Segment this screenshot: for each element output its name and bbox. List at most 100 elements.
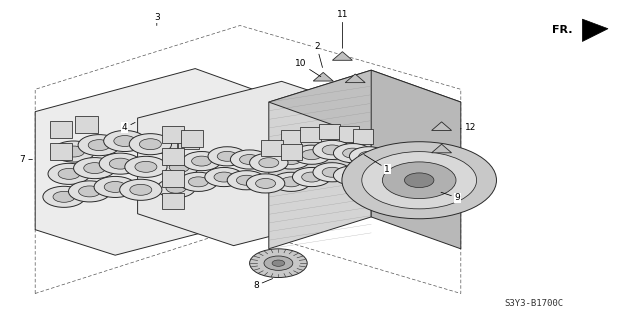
Bar: [161, 148, 184, 165]
Circle shape: [255, 178, 276, 189]
Bar: [353, 129, 373, 144]
Circle shape: [349, 169, 388, 188]
Circle shape: [114, 136, 136, 146]
Circle shape: [281, 154, 301, 165]
Circle shape: [99, 153, 141, 174]
Circle shape: [358, 174, 379, 184]
Circle shape: [236, 175, 257, 185]
Bar: [300, 127, 321, 142]
Circle shape: [301, 150, 322, 160]
Circle shape: [322, 167, 342, 177]
Polygon shape: [138, 81, 378, 246]
Circle shape: [349, 147, 388, 166]
Circle shape: [292, 145, 331, 164]
Circle shape: [217, 151, 237, 161]
Text: S3Y3-B1700C: S3Y3-B1700C: [505, 299, 564, 308]
Circle shape: [104, 130, 146, 152]
Circle shape: [205, 167, 243, 187]
Circle shape: [120, 179, 162, 200]
Text: 8: 8: [253, 278, 273, 290]
Text: 12: 12: [460, 123, 476, 132]
Circle shape: [130, 184, 152, 195]
Circle shape: [58, 168, 80, 179]
Circle shape: [109, 158, 131, 169]
Polygon shape: [371, 70, 461, 249]
Circle shape: [84, 163, 106, 174]
Bar: [50, 143, 72, 160]
Circle shape: [362, 152, 477, 209]
Circle shape: [246, 174, 285, 193]
Polygon shape: [431, 144, 452, 153]
Polygon shape: [269, 70, 461, 134]
Circle shape: [272, 172, 310, 191]
Bar: [156, 137, 177, 153]
Polygon shape: [269, 70, 371, 249]
Circle shape: [53, 191, 75, 202]
Circle shape: [383, 162, 456, 198]
Polygon shape: [332, 52, 353, 60]
Circle shape: [333, 166, 372, 185]
Polygon shape: [35, 69, 275, 255]
Circle shape: [94, 176, 136, 197]
Bar: [319, 124, 340, 139]
Circle shape: [169, 162, 189, 173]
Bar: [339, 126, 359, 142]
Circle shape: [129, 134, 172, 155]
Circle shape: [157, 179, 195, 198]
Circle shape: [88, 140, 110, 151]
Circle shape: [313, 140, 351, 160]
Text: 9: 9: [441, 192, 460, 202]
Text: FR.: FR.: [552, 25, 573, 35]
Circle shape: [74, 158, 116, 179]
Text: 1: 1: [364, 155, 390, 174]
Circle shape: [214, 172, 234, 182]
Circle shape: [68, 181, 111, 202]
Polygon shape: [582, 19, 608, 41]
Circle shape: [188, 177, 209, 187]
Text: 10: 10: [295, 59, 321, 77]
Circle shape: [230, 150, 269, 169]
Circle shape: [404, 173, 434, 188]
Circle shape: [322, 145, 342, 155]
Circle shape: [78, 135, 120, 156]
Circle shape: [358, 151, 379, 161]
Polygon shape: [345, 74, 365, 83]
Circle shape: [79, 186, 100, 197]
Text: 2: 2: [314, 42, 323, 68]
Circle shape: [125, 156, 167, 177]
Bar: [280, 144, 302, 160]
Circle shape: [272, 260, 285, 266]
Bar: [178, 133, 200, 149]
Circle shape: [166, 183, 186, 193]
Circle shape: [250, 153, 288, 172]
Circle shape: [250, 249, 307, 278]
Circle shape: [140, 139, 161, 150]
Circle shape: [281, 177, 301, 187]
Circle shape: [264, 256, 292, 271]
Circle shape: [227, 171, 266, 190]
Bar: [76, 116, 98, 133]
Polygon shape: [313, 72, 333, 81]
Circle shape: [135, 161, 157, 172]
Circle shape: [272, 150, 310, 169]
Circle shape: [342, 142, 497, 219]
Bar: [180, 130, 204, 147]
Circle shape: [179, 172, 218, 191]
Text: 7: 7: [20, 155, 33, 164]
Circle shape: [182, 152, 221, 171]
Circle shape: [301, 172, 322, 182]
Circle shape: [239, 154, 260, 165]
Circle shape: [63, 146, 84, 157]
Circle shape: [104, 182, 126, 192]
Circle shape: [259, 158, 279, 168]
Circle shape: [191, 156, 212, 166]
Circle shape: [48, 163, 90, 184]
Circle shape: [342, 170, 363, 181]
Circle shape: [160, 158, 198, 177]
Bar: [161, 126, 184, 143]
Circle shape: [43, 186, 85, 207]
Bar: [161, 170, 184, 187]
Bar: [281, 130, 301, 145]
Bar: [161, 193, 184, 210]
Circle shape: [342, 148, 363, 158]
